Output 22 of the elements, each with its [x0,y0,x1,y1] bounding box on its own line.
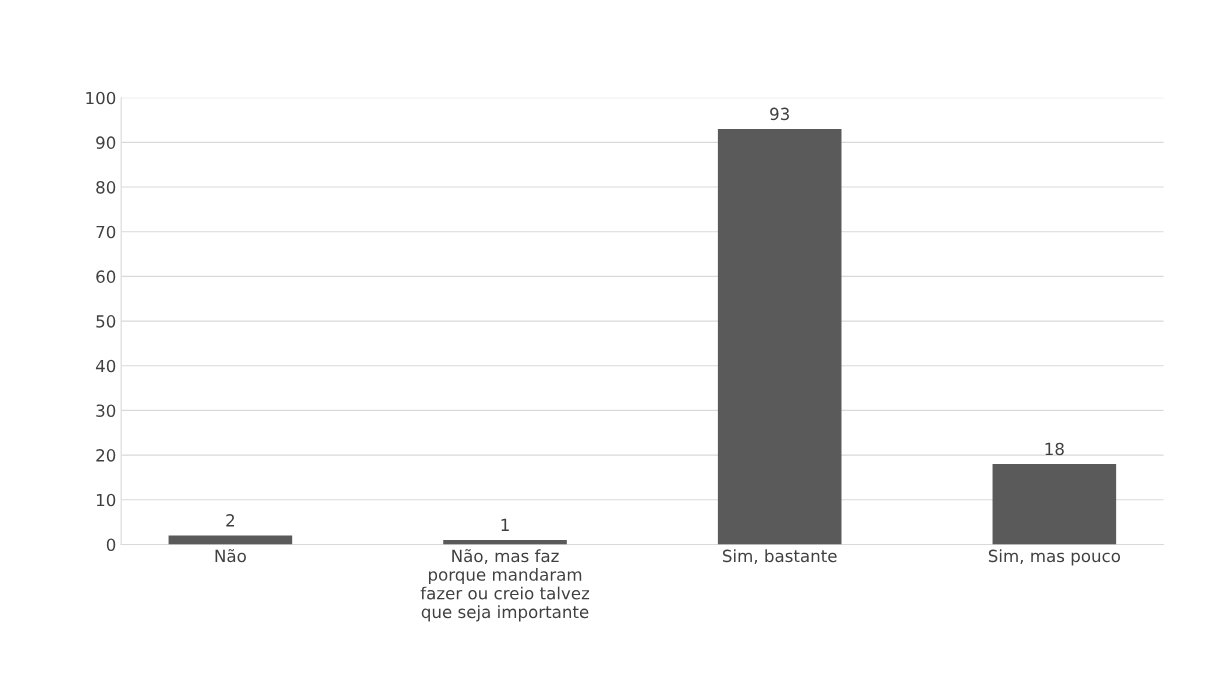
data-label: 2 [226,514,235,527]
data-label: 18 [1045,442,1064,456]
x-tick-label: Não [215,549,246,563]
y-tick-label: 0 [106,538,116,552]
x-tick-label: Sim, mas pouco [988,549,1121,566]
x-tick-label: Não, mas faz porque mandaram fazer ou creio talvez que seja importante [420,549,590,622]
data-label: 1 [501,518,509,531]
bar [992,464,1117,545]
x-tick-label: Sim, bastante [722,549,837,564]
y-tick-label: 100 [86,91,116,105]
y-tick-label: 60 [96,270,116,283]
data-label: 93 [770,107,789,121]
y-tick-label: 70 [96,225,116,239]
y-tick-label: 30 [96,404,116,417]
bar [443,539,567,545]
y-tick-label: 80 [96,181,116,194]
y-tick-label: 20 [96,449,116,462]
y-tick-label: 50 [96,315,116,328]
y-tick-label: 90 [96,136,116,149]
y-tick-label: 40 [95,359,116,373]
y-tick-label: 10 [96,493,116,507]
bar [717,128,842,545]
